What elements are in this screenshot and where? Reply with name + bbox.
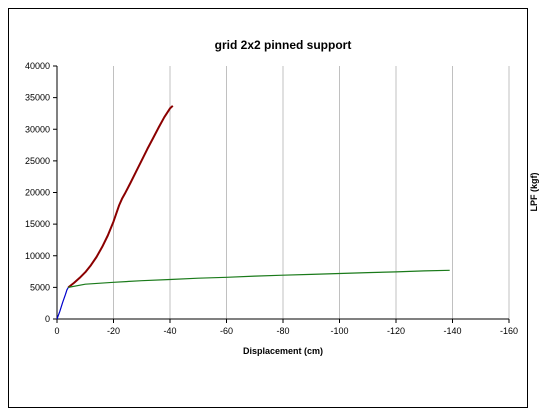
x-tick-label: -100 xyxy=(330,326,348,336)
y-tick-label: 25000 xyxy=(25,156,50,166)
y-tick-label: 35000 xyxy=(25,93,50,103)
y-tick-label: 0 xyxy=(45,314,50,324)
series-line-3 xyxy=(68,269,450,288)
y-tick-label: 20000 xyxy=(25,188,50,198)
x-tick-label: 0 xyxy=(54,326,59,336)
y-tick-label: 5000 xyxy=(30,282,50,292)
y-tick-label: 40000 xyxy=(25,61,50,71)
y-tick-label: 10000 xyxy=(25,251,50,261)
x-tick-label: -140 xyxy=(443,326,461,336)
x-axis-label: Displacement (cm) xyxy=(243,346,323,356)
x-tick-label: -20 xyxy=(107,326,120,336)
line-chart: grid 2x2 pinned support Displacement (cm… xyxy=(25,38,539,356)
y-tick-label: 30000 xyxy=(25,124,50,134)
x-tick-label: -60 xyxy=(220,326,233,336)
chart-title: grid 2x2 pinned support xyxy=(215,38,352,52)
x-tick-label: -120 xyxy=(387,326,405,336)
x-tick-label: -40 xyxy=(163,326,176,336)
chart-frame xyxy=(8,8,528,408)
y-tick-label: 15000 xyxy=(25,219,50,229)
y-axis-label: LPF (kgf) xyxy=(529,173,539,212)
series-line-1 xyxy=(56,287,69,320)
series-line-2 xyxy=(67,105,174,289)
x-tick-label: -160 xyxy=(500,326,518,336)
x-tick-label: -80 xyxy=(276,326,289,336)
